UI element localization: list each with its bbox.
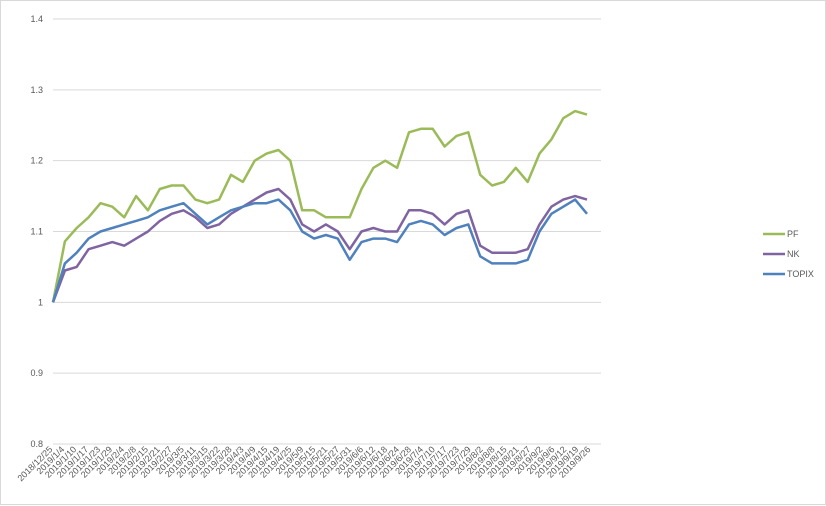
legend: PF NK TOPIX xyxy=(763,229,814,279)
y-tick-label: 0.8 xyxy=(30,439,43,449)
series-line-nk xyxy=(51,187,588,303)
series-line-topix xyxy=(51,198,588,303)
y-tick-label: 1.1 xyxy=(30,227,43,237)
legend-label-pf: PF xyxy=(787,229,799,239)
series-lines xyxy=(51,109,588,303)
x-axis-ticks: 2018/12/252019/1/42019/1/102019/1/172019… xyxy=(15,444,592,483)
y-axis-ticks: 0.8 0.9 1 1.1 1.2 1.3 1.4 xyxy=(30,14,43,449)
y-tick-label: 1 xyxy=(38,297,43,307)
legend-label-topix: TOPIX xyxy=(787,269,814,279)
y-tick-label: 0.9 xyxy=(30,368,43,378)
legend-label-nk: NK xyxy=(787,249,800,259)
series-line-pf xyxy=(51,109,588,303)
gridlines xyxy=(53,18,601,445)
y-tick-label: 1.2 xyxy=(30,156,43,166)
y-tick-label: 1.4 xyxy=(30,14,43,24)
y-tick-label: 1.3 xyxy=(30,85,43,95)
